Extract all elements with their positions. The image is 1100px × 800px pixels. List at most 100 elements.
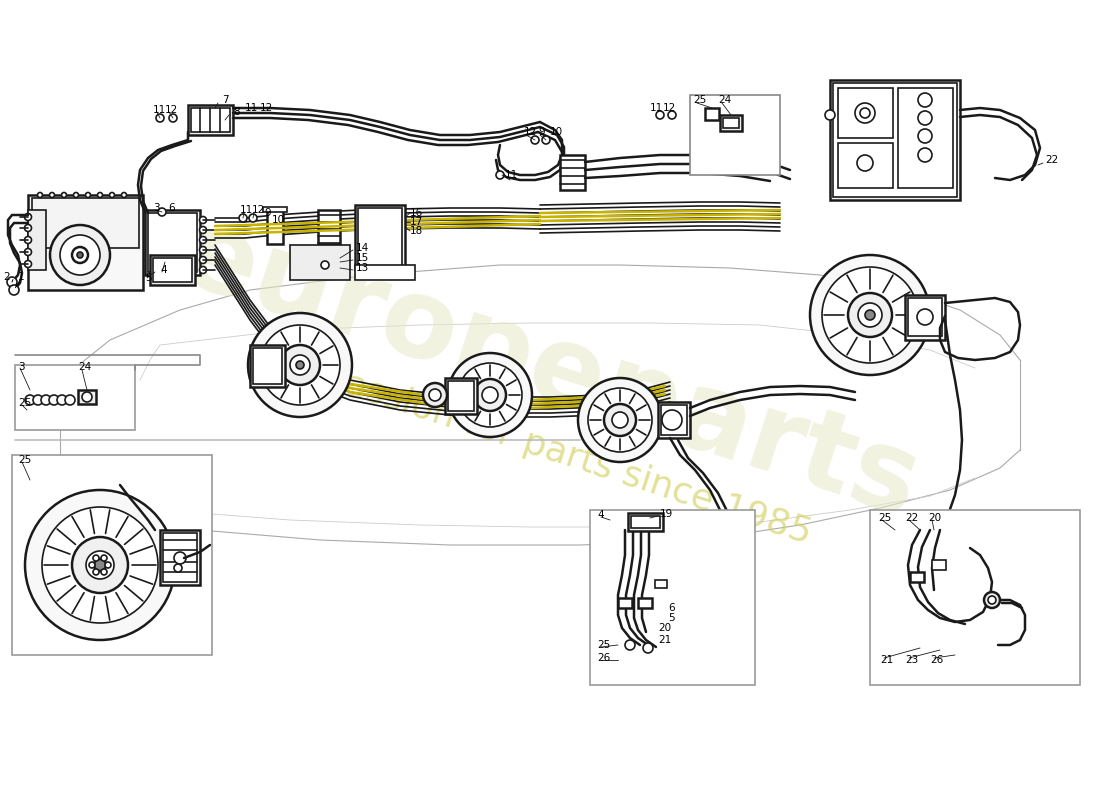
Circle shape xyxy=(848,293,892,337)
Circle shape xyxy=(918,111,932,125)
Circle shape xyxy=(474,379,506,411)
Bar xyxy=(723,118,739,128)
Circle shape xyxy=(42,507,158,623)
Bar xyxy=(148,213,197,272)
Circle shape xyxy=(662,410,682,430)
Bar xyxy=(28,210,46,270)
Circle shape xyxy=(110,193,114,198)
Circle shape xyxy=(644,643,653,653)
Text: 25: 25 xyxy=(878,513,891,523)
Circle shape xyxy=(101,569,107,575)
Circle shape xyxy=(94,569,99,575)
Text: 11: 11 xyxy=(153,105,166,115)
Bar xyxy=(12,455,212,655)
Bar xyxy=(628,513,663,531)
Text: 24: 24 xyxy=(78,362,91,372)
Circle shape xyxy=(865,310,874,320)
Bar xyxy=(690,95,780,175)
Bar xyxy=(163,533,197,582)
Circle shape xyxy=(578,378,662,462)
Bar xyxy=(870,510,1080,685)
Text: 13: 13 xyxy=(356,263,370,273)
Bar xyxy=(905,295,945,340)
Bar xyxy=(448,381,474,411)
Text: 26: 26 xyxy=(930,655,944,665)
Bar xyxy=(560,155,585,190)
Circle shape xyxy=(24,237,32,243)
Text: 21: 21 xyxy=(880,655,893,665)
Text: 12: 12 xyxy=(524,127,537,137)
Text: 20: 20 xyxy=(658,623,671,633)
Circle shape xyxy=(104,562,111,568)
Bar xyxy=(191,108,230,132)
Text: 1: 1 xyxy=(18,272,24,282)
Bar xyxy=(446,378,477,414)
Text: 25: 25 xyxy=(693,95,706,105)
Circle shape xyxy=(94,555,99,561)
Circle shape xyxy=(239,214,248,222)
Circle shape xyxy=(77,252,82,258)
Text: 25: 25 xyxy=(18,398,31,408)
Circle shape xyxy=(917,309,933,325)
Circle shape xyxy=(825,110,835,120)
Circle shape xyxy=(260,325,340,405)
Text: 12: 12 xyxy=(260,103,273,113)
Circle shape xyxy=(199,226,207,234)
Text: 11: 11 xyxy=(240,205,253,215)
Bar xyxy=(654,580,667,588)
Bar xyxy=(910,572,924,582)
Text: 5: 5 xyxy=(145,273,152,283)
Circle shape xyxy=(249,214,257,222)
Text: 9: 9 xyxy=(538,127,544,137)
Bar xyxy=(290,245,350,280)
Text: 22: 22 xyxy=(905,513,918,523)
Circle shape xyxy=(60,235,100,275)
Bar xyxy=(355,265,415,280)
Circle shape xyxy=(24,214,32,221)
Circle shape xyxy=(37,193,43,198)
Circle shape xyxy=(82,392,92,402)
Bar xyxy=(590,510,755,685)
Circle shape xyxy=(199,266,207,274)
Circle shape xyxy=(94,559,106,571)
Circle shape xyxy=(50,225,110,285)
Circle shape xyxy=(57,395,67,405)
Bar xyxy=(32,198,139,248)
Circle shape xyxy=(74,193,78,198)
Text: 11: 11 xyxy=(650,103,663,113)
Text: 11: 11 xyxy=(245,103,258,113)
Text: 9: 9 xyxy=(264,208,271,218)
Text: 14: 14 xyxy=(356,243,370,253)
Circle shape xyxy=(858,303,882,327)
Bar xyxy=(833,83,957,197)
Bar xyxy=(658,402,690,438)
Bar xyxy=(188,105,233,135)
Circle shape xyxy=(429,389,441,401)
Text: 25: 25 xyxy=(597,640,611,650)
Text: A passion for parts since 1985: A passion for parts since 1985 xyxy=(284,349,816,551)
Circle shape xyxy=(33,395,43,405)
Bar xyxy=(78,390,96,404)
Text: 7: 7 xyxy=(222,95,229,105)
Circle shape xyxy=(9,285,19,295)
Bar xyxy=(705,108,719,120)
Circle shape xyxy=(65,395,75,405)
Circle shape xyxy=(199,257,207,263)
Circle shape xyxy=(810,255,930,375)
Text: 16: 16 xyxy=(410,208,424,218)
Bar xyxy=(898,88,953,188)
Bar xyxy=(145,210,200,275)
Bar xyxy=(631,516,660,528)
Text: 23: 23 xyxy=(905,655,918,665)
Circle shape xyxy=(86,193,90,198)
Circle shape xyxy=(24,261,32,267)
Bar xyxy=(932,560,946,570)
Bar xyxy=(153,258,192,282)
Circle shape xyxy=(86,551,114,579)
Circle shape xyxy=(156,114,164,122)
Bar xyxy=(838,143,893,188)
Circle shape xyxy=(280,345,320,385)
Circle shape xyxy=(41,395,51,405)
Text: 25: 25 xyxy=(18,455,31,465)
Circle shape xyxy=(199,237,207,243)
